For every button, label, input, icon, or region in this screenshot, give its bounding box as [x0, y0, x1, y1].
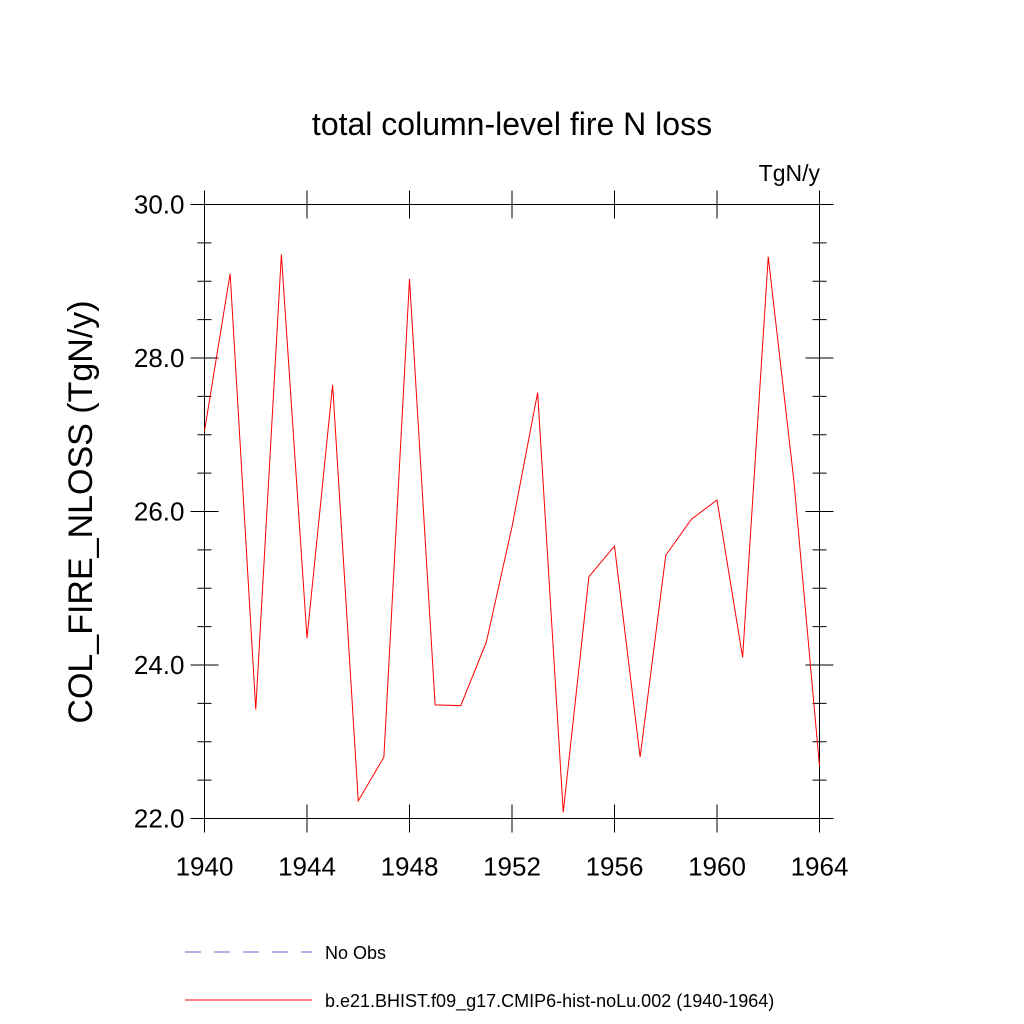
y-tick-label: 26.0 [134, 497, 185, 527]
x-tick-label: 1952 [483, 852, 541, 882]
series-layer [204, 254, 820, 813]
y-tick-label: 30.0 [134, 190, 185, 220]
legend: No Obs b.e21.BHIST.f09_g17.CMIP6-hist-noL… [185, 943, 774, 1012]
y-axis-label: COL_FIRE_NLOSS (TgN/y) [62, 300, 100, 723]
x-tick-label: 1944 [278, 852, 336, 882]
x-tick-label: 1956 [586, 852, 644, 882]
chart-title: total column-level fire N loss [312, 106, 712, 142]
axis-ticks [190, 190, 834, 833]
y-tick-label: 24.0 [134, 650, 185, 680]
y-tick-label: 22.0 [134, 804, 185, 834]
legend-label-0: No Obs [325, 943, 386, 963]
series-line-0 [204, 254, 820, 813]
x-tick-label: 1940 [176, 852, 234, 882]
legend-label-1: b.e21.BHIST.f09_g17.CMIP6-hist-noLu.002 … [325, 991, 774, 1012]
x-tick-label: 1960 [688, 852, 746, 882]
units-label: TgN/y [759, 160, 821, 186]
x-tick-label: 1964 [791, 852, 849, 882]
tick-labels: 1940 1944 1948 1952 1956 1960 1964 22.0 24.0 26.0… [134, 190, 849, 882]
y-tick-label: 28.0 [134, 343, 185, 373]
x-tick-label: 1948 [381, 852, 439, 882]
plot-frame [204, 204, 820, 819]
